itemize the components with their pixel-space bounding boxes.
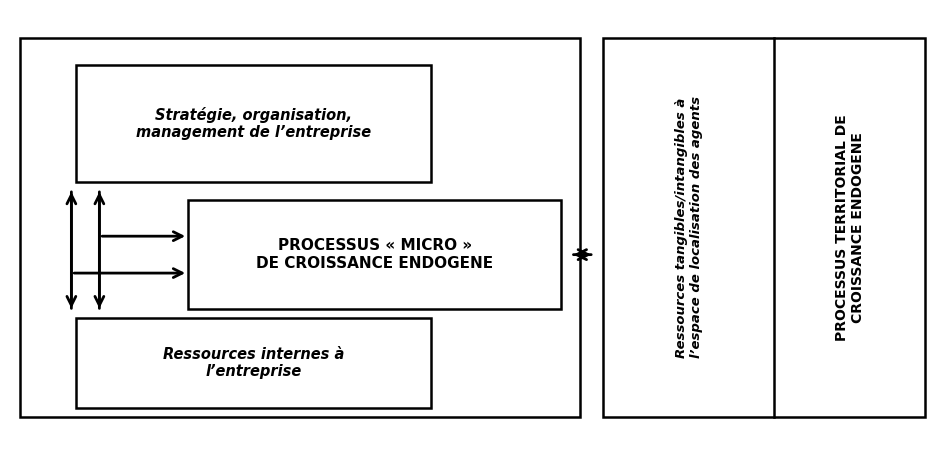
FancyBboxPatch shape <box>604 38 926 417</box>
FancyBboxPatch shape <box>20 38 580 417</box>
FancyBboxPatch shape <box>188 200 562 309</box>
Text: Ressources tangibles/intangibles à
l’espace de localisation des agents: Ressources tangibles/intangibles à l’esp… <box>675 96 703 359</box>
Text: Ressources internes à
l’entreprise: Ressources internes à l’entreprise <box>163 347 344 379</box>
FancyBboxPatch shape <box>76 318 431 409</box>
Text: PROCESSUS TERRITORIAL DE
CROISSANCE ENDOGENE: PROCESSUS TERRITORIAL DE CROISSANCE ENDO… <box>835 114 865 341</box>
Text: Stratégie, organisation,
management de l’entreprise: Stratégie, organisation, management de l… <box>136 107 371 140</box>
Text: PROCESSUS « MICRO »
DE CROISSANCE ENDOGENE: PROCESSUS « MICRO » DE CROISSANCE ENDOGE… <box>256 238 493 271</box>
FancyBboxPatch shape <box>76 65 431 182</box>
